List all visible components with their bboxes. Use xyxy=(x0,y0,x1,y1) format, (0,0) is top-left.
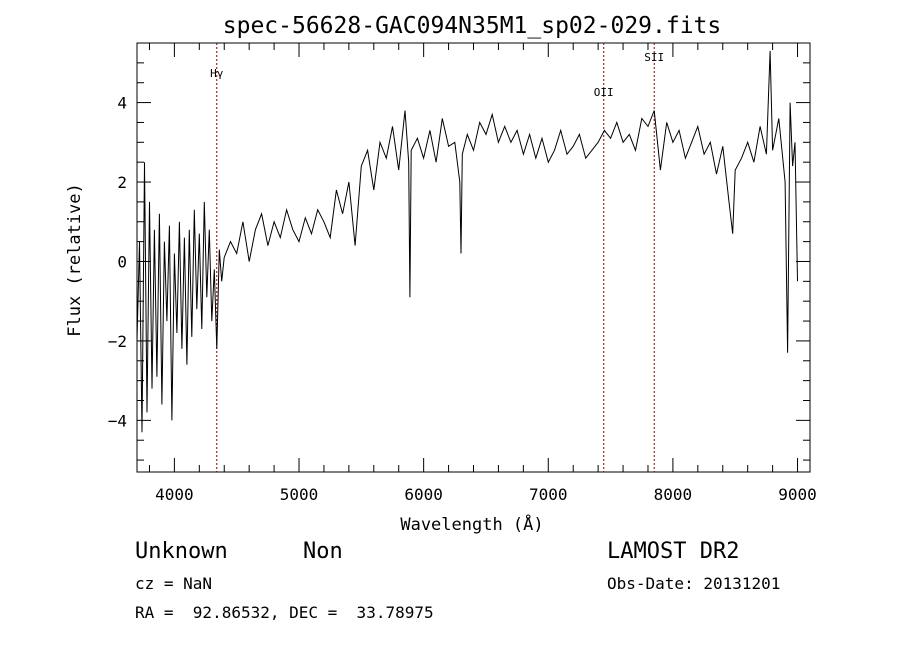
observation-date: Obs-Date: 20131201 xyxy=(607,574,781,593)
survey-name: LAMOST DR2 xyxy=(607,539,740,564)
x-tick-label: 7000 xyxy=(529,485,568,504)
coordinates: RA = 92.86532, DEC = 33.78975 xyxy=(135,603,434,622)
x-tick-label: 6000 xyxy=(404,485,443,504)
redshift-cz: cz = NaN xyxy=(135,574,213,593)
plot-frame xyxy=(136,42,811,473)
plot-area: 4000 5000 6000 7000 8000 9000 −4 −2 0 2 4 Hγ OII SII xyxy=(108,42,817,504)
x-tick-label: 8000 xyxy=(654,485,693,504)
x-tick-label: 5000 xyxy=(280,485,319,504)
y-axis-label: Flux (relative) xyxy=(65,183,85,337)
y-tick-label: −2 xyxy=(108,332,127,351)
x-tick-label: 9000 xyxy=(778,485,817,504)
y-tick-label: 4 xyxy=(117,94,127,113)
chart-title: spec-56628-GAC094N35M1_sp02-029.fits xyxy=(223,13,722,39)
x-axis-label: Wavelength (Å) xyxy=(400,513,543,535)
line-marker-label: Hγ xyxy=(210,67,224,80)
y-tick-label: 2 xyxy=(117,173,127,192)
y-tick-label: −4 xyxy=(108,411,127,430)
y-tick-label: 0 xyxy=(117,252,127,271)
line-marker-label: SII xyxy=(644,51,664,64)
object-subclass: Non xyxy=(303,539,343,564)
line-marker-label: OII xyxy=(594,86,614,99)
x-tick-label: 4000 xyxy=(155,485,194,504)
spectrum-series-line xyxy=(137,50,798,433)
object-class: Unknown xyxy=(135,539,228,564)
